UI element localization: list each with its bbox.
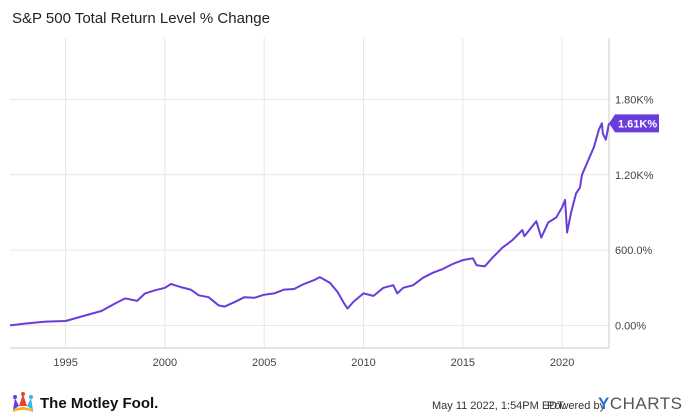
x-tick-label-2015: 2015	[451, 357, 475, 369]
y-tick-label-1200: 1.20K%	[615, 170, 654, 182]
last-value-label: 1.61K%	[618, 118, 657, 130]
powered-by-text: Powered by	[547, 400, 606, 412]
x-tick-label-2010: 2010	[351, 357, 375, 369]
jester-hat-icon	[10, 392, 36, 414]
series-line-0	[9, 122, 610, 327]
x-tick-label-2020: 2020	[550, 357, 574, 369]
x-tick-label-2000: 2000	[153, 357, 177, 369]
motley-fool-logo: The Motley Fool.	[10, 392, 158, 414]
last-value-tag-bg	[609, 114, 659, 133]
ycharts-logo: YCHARTS	[598, 394, 682, 414]
y-tick-label-0: 0.00%	[615, 320, 646, 332]
y-tick-label-600: 600.0%	[615, 245, 653, 257]
line-chart: 1995 2000 2005 2010 2015 2020 0.00% 600.0% 1.20K…	[9, 38, 659, 369]
x-tick-label-1995: 1995	[53, 357, 77, 369]
brand-name: The Motley Fool.	[40, 394, 159, 412]
chart-title: S&P 500 Total Return Level % Change	[12, 10, 270, 27]
chart-footer: The Motley Fool. May 11 2022, 1:54PM EDT…	[0, 388, 700, 420]
y-tick-label-1800: 1.80K%	[615, 94, 654, 106]
chart-area: 1995 2000 2005 2010 2015 2020 0.00% 600.0% 1.20K…	[0, 38, 700, 378]
last-value-tag: 1.61K%	[609, 114, 659, 133]
timestamp: May 11 2022, 1:54PM EDT.	[432, 400, 566, 412]
ycharts-logo-text: CHARTS	[609, 394, 683, 413]
x-tick-label-2005: 2005	[252, 357, 276, 369]
ycharts-logo-y: Y	[598, 394, 610, 413]
